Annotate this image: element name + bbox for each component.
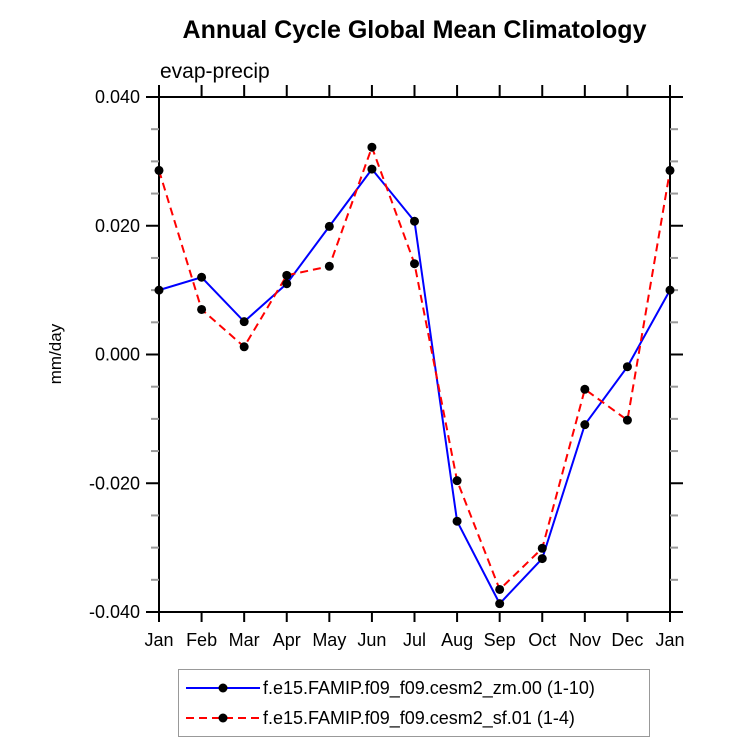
data-point-marker-s0 [537,554,547,564]
x-tick-label: Aug [441,630,473,650]
chart-subtitle: evap-precip [160,60,270,83]
data-point-marker-s0 [410,216,419,226]
data-point-marker-s1 [410,259,419,269]
data-point-marker-s0 [452,516,462,526]
data-point-marker-s1 [154,165,164,175]
data-point-marker-s0 [367,164,377,174]
y-tick-label: 0.000 [95,345,140,365]
series-line-0 [158,167,671,606]
data-point-marker-s0 [154,285,164,295]
legend-marker-dot [218,713,228,723]
x-tick-label: Mar [229,630,260,650]
legend-label-sf: f.e15.FAMIP.f09_f09.cesm2_sf.01 (1-4) [263,707,575,728]
x-tick-label: Sep [484,630,516,650]
x-tick-label: Dec [611,630,643,650]
chart-title: Annual Cycle Global Mean Climatology [182,16,647,44]
legend-item-zm: f.e15.FAMIP.f09_f09.cesm2_zm.00 (1-10) [183,673,649,703]
data-point-marker-s0 [324,221,334,231]
x-tick-label: Nov [569,630,601,650]
legend-label-zm: f.e15.FAMIP.f09_f09.cesm2_zm.00 (1-10) [263,677,595,698]
legend-line-sample-solid [186,683,260,693]
data-point-marker-s0 [282,279,292,289]
plot-area: Jan Feb Mar Apr May Jun Jul Aug Sep Oct Nov Dec Jan 0… [89,85,685,650]
x-tick-label: Oct [528,630,556,650]
data-point-marker-s0 [495,599,505,609]
data-point-marker-s1 [622,415,632,425]
x-tick-label: Jul [403,630,426,650]
data-point-marker-s0 [197,272,207,282]
legend-item-sf: f.e15.FAMIP.f09_f09.cesm2_sf.01 (1-4) [183,703,649,733]
x-tick-label: Jan [144,630,173,650]
data-point-marker-s1 [495,584,505,594]
x-tick-label: Feb [186,630,217,650]
data-point-marker-s0 [622,362,632,372]
data-point-marker-s1 [452,476,462,486]
x-tick-label: Jun [357,630,386,650]
data-point-marker-s1 [537,543,547,553]
data-point-marker-s0 [580,420,590,430]
data-point-marker-s0 [239,317,249,327]
y-tick-label: -0.020 [89,473,140,493]
x-tick-label: Apr [273,630,301,650]
y-tick-label: -0.040 [89,602,140,622]
data-point-marker-s1 [197,304,207,314]
x-tick-label: May [312,630,346,650]
y-tick-label: 0.040 [95,87,140,107]
data-point-marker-s1 [239,342,249,352]
data-point-marker-s1 [580,384,590,394]
data-point-marker-s0 [665,285,675,295]
y-tick-label: 0.020 [95,216,140,236]
series-line-1 [158,144,671,592]
legend-box: f.e15.FAMIP.f09_f09.cesm2_zm.00 (1-10) f… [178,669,650,737]
data-point-marker-s1 [324,261,334,271]
legend-line-sample-dashed [186,713,260,723]
data-point-marker-s1 [665,165,675,175]
data-point-marker-s1 [282,270,292,280]
plot-frame [158,96,671,613]
data-point-marker-s1 [367,142,377,152]
legend-marker-dot [218,683,228,693]
x-tick-label: Jan [655,630,684,650]
